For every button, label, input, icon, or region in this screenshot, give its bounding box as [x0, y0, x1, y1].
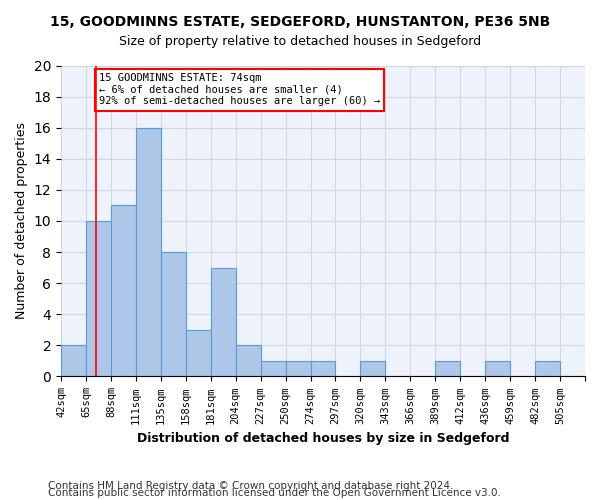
- Bar: [61, 346, 86, 376]
- Text: 15, GOODMINNS ESTATE, SEDGEFORD, HUNSTANTON, PE36 5NB: 15, GOODMINNS ESTATE, SEDGEFORD, HUNSTAN…: [50, 15, 550, 29]
- Bar: [361, 361, 385, 376]
- Text: Contains public sector information licensed under the Open Government Licence v3: Contains public sector information licen…: [48, 488, 501, 498]
- Bar: [211, 268, 236, 376]
- X-axis label: Distribution of detached houses by size in Sedgeford: Distribution of detached houses by size …: [137, 432, 509, 445]
- Bar: [236, 346, 260, 376]
- Bar: [161, 252, 186, 376]
- Bar: [485, 361, 510, 376]
- Bar: [186, 330, 211, 376]
- Bar: [435, 361, 460, 376]
- Bar: [86, 221, 111, 376]
- Text: Size of property relative to detached houses in Sedgeford: Size of property relative to detached ho…: [119, 35, 481, 48]
- Bar: [111, 206, 136, 376]
- Bar: [535, 361, 560, 376]
- Text: 15 GOODMINNS ESTATE: 74sqm
← 6% of detached houses are smaller (4)
92% of semi-d: 15 GOODMINNS ESTATE: 74sqm ← 6% of detac…: [99, 74, 380, 106]
- Bar: [286, 361, 311, 376]
- Bar: [136, 128, 161, 376]
- Bar: [311, 361, 335, 376]
- Text: Contains HM Land Registry data © Crown copyright and database right 2024.: Contains HM Land Registry data © Crown c…: [48, 481, 454, 491]
- Bar: [260, 361, 286, 376]
- Y-axis label: Number of detached properties: Number of detached properties: [15, 122, 28, 320]
